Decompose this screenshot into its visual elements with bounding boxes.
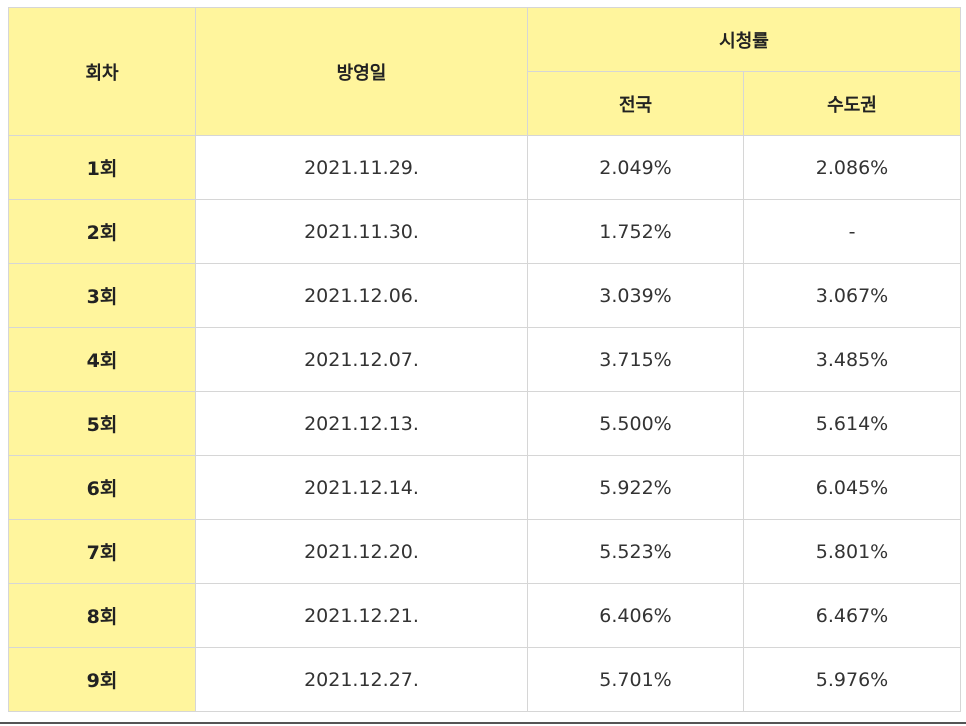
header-row: 회차 방영일 시청률 [8, 7, 961, 136]
header-air-date: 방영일 [195, 7, 528, 136]
capital-cell-highest: 6.467% [743, 583, 961, 648]
table-row: 8회 2021.12.21. 6.406% 6.467% [8, 583, 961, 648]
bottom-divider [0, 722, 966, 724]
capital-cell: 5.614% [743, 391, 961, 456]
header-nationwide: 전국 [527, 71, 744, 136]
table-row: 3회 2021.12.06. 3.039% 3.067% [8, 263, 961, 328]
episode-cell: 4회 [8, 327, 196, 392]
episode-cell: 5회 [8, 391, 196, 456]
table-row: 9회 2021.12.27. 5.701% 5.976% [8, 647, 961, 712]
date-cell: 2021.12.14. [195, 455, 528, 520]
capital-cell: 3.485% [743, 327, 961, 392]
nationwide-cell: 5.523% [527, 519, 744, 584]
subheader-row: 전국 수도권 [9, 71, 961, 136]
episode-cell: 9회 [8, 647, 196, 712]
capital-cell: - [743, 199, 961, 264]
date-cell: 2021.12.13. [195, 391, 528, 456]
header-ratings: 시청률 [527, 7, 961, 72]
header-capital-area: 수도권 [743, 71, 961, 136]
nationwide-cell: 2.049% [527, 135, 744, 200]
table-row: 7회 2021.12.20. 5.523% 5.801% [8, 519, 961, 584]
capital-cell: 2.086% [743, 135, 961, 200]
episode-cell: 3회 [8, 263, 196, 328]
capital-cell: 5.976% [743, 647, 961, 712]
date-cell: 2021.12.20. [195, 519, 528, 584]
capital-cell: 6.045% [743, 455, 961, 520]
date-cell: 2021.11.29. [195, 135, 528, 200]
date-cell: 2021.12.06. [195, 263, 528, 328]
table-row: 6회 2021.12.14. 5.922% 6.045% [8, 455, 961, 520]
nationwide-cell: 3.039% [527, 263, 744, 328]
date-cell: 2021.12.21. [195, 583, 528, 648]
capital-cell: 5.801% [743, 519, 961, 584]
episode-cell: 8회 [8, 583, 196, 648]
capital-cell: 3.067% [743, 263, 961, 328]
ratings-table-container: 회차 방영일 시청률 전국 수도권 1회 2021.11.29. 2.049% … [8, 7, 961, 712]
episode-cell: 2회 [8, 199, 196, 264]
header-episode: 회차 [8, 7, 196, 136]
date-cell: 2021.11.30. [195, 199, 528, 264]
ratings-table: 회차 방영일 시청률 전국 수도권 1회 2021.11.29. 2.049% … [8, 7, 961, 712]
nationwide-cell: 6.406% [527, 583, 744, 648]
nationwide-cell: 5.922% [527, 455, 744, 520]
episode-cell: 6회 [8, 455, 196, 520]
table-row: 4회 2021.12.07. 3.715% 3.485% [8, 327, 961, 392]
date-cell: 2021.12.07. [195, 327, 528, 392]
episode-cell: 1회 [8, 135, 196, 200]
table-row: 5회 2021.12.13. 5.500% 5.614% [8, 391, 961, 456]
nationwide-cell: 5.701% [527, 647, 744, 712]
table-row: 2회 2021.11.30. 1.752% - [8, 199, 961, 264]
date-cell: 2021.12.27. [195, 647, 528, 712]
episode-cell: 7회 [8, 519, 196, 584]
nationwide-cell: 5.500% [527, 391, 744, 456]
nationwide-cell-lowest: 1.752% [527, 199, 744, 264]
nationwide-cell: 3.715% [527, 327, 744, 392]
table-row: 1회 2021.11.29. 2.049% 2.086% [8, 135, 961, 200]
